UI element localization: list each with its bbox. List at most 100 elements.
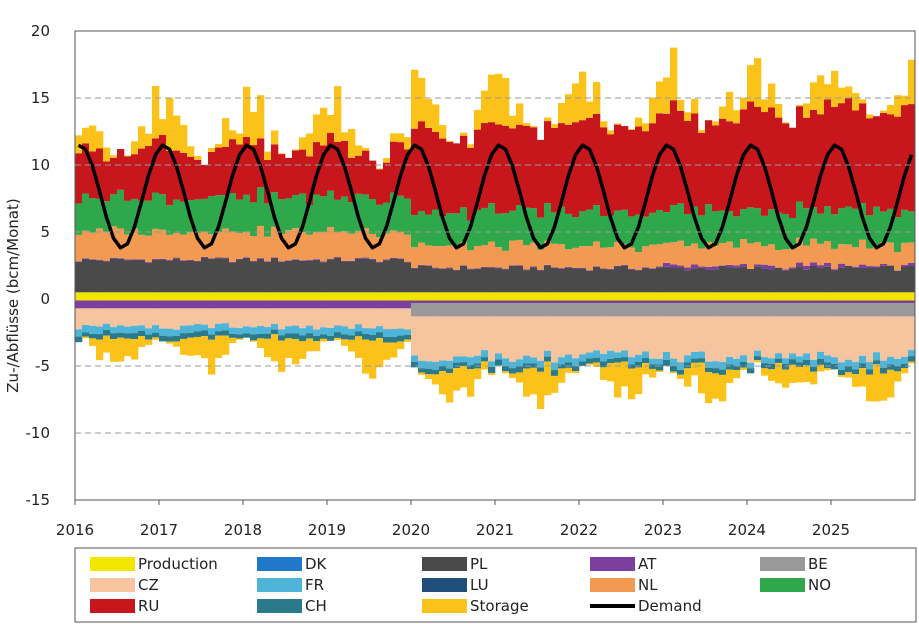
bar-production-inflow — [278, 292, 286, 299]
bar-ch-outflow — [845, 366, 853, 373]
legend-swatch-no — [760, 578, 805, 592]
bar-storage-outflow — [880, 373, 888, 401]
bar-no-inflow — [390, 192, 398, 231]
bar-storage-outflow — [656, 370, 664, 372]
bar-ru-inflow — [173, 150, 181, 200]
axes: 20 15 10 5 0 -5 -10 -15 2016 2017 2018 2019 2020 2021… — [4, 22, 916, 539]
bar-storage-outflow — [306, 338, 314, 352]
bar-pl-inflow — [845, 265, 853, 293]
bar-at-outflow — [649, 299, 657, 304]
bar-nl-inflow — [390, 230, 398, 258]
bar-storage-outflow — [320, 338, 328, 342]
bar-production-inflow — [271, 292, 279, 299]
bar-ru-inflow — [208, 151, 216, 197]
bar-cz-outflow — [222, 308, 230, 324]
bar-storage-inflow — [180, 124, 188, 153]
bar-fr-outflow — [537, 360, 545, 368]
bar-production-inflow — [789, 292, 797, 299]
bar-production-inflow — [803, 292, 811, 299]
bar-fr-outflow — [838, 362, 846, 371]
bar-cz-outflow — [887, 316, 895, 357]
bar-ru-inflow — [600, 127, 608, 216]
bar-storage-outflow — [789, 364, 797, 383]
bar-nl-inflow — [467, 250, 475, 269]
bar-nl-inflow — [586, 246, 594, 271]
bar-fr-outflow — [96, 326, 104, 335]
bar-cz-outflow — [124, 308, 132, 327]
bar-at-outflow — [124, 299, 132, 309]
bar-storage-inflow — [82, 127, 90, 144]
bar-storage-outflow — [558, 368, 566, 383]
bar-storage-outflow — [110, 339, 118, 362]
bar-ch-outflow — [705, 367, 713, 373]
x-tick-label: 2023 — [644, 521, 682, 539]
bar-at-inflow — [908, 262, 916, 267]
bar-at-outflow — [495, 299, 503, 304]
bar-cz-outflow — [425, 316, 433, 362]
bar-storage-outflow — [509, 373, 517, 379]
bar-ru-inflow — [852, 110, 860, 209]
bar-at-inflow — [166, 259, 174, 261]
bar-production-inflow — [838, 292, 846, 299]
bar-no-inflow — [110, 194, 118, 227]
bar-pl-inflow — [782, 270, 790, 293]
bar-storage-inflow — [502, 78, 510, 126]
bar-at-inflow — [558, 268, 566, 269]
bar-ru-inflow — [642, 131, 650, 217]
bar-be-outflow — [859, 303, 867, 317]
bar-at-outflow — [355, 299, 363, 309]
bar-ru-inflow — [397, 142, 405, 196]
bar-storage-inflow — [719, 106, 727, 119]
bar-production-inflow — [348, 292, 356, 299]
bar-at-outflow — [369, 299, 377, 309]
bar-production-inflow — [495, 292, 503, 299]
bar-cz-outflow — [880, 316, 888, 361]
bar-storage-outflow — [719, 374, 727, 402]
bar-at-inflow — [453, 269, 461, 271]
bar-at-inflow — [733, 265, 741, 268]
bar-nl-inflow — [411, 247, 419, 268]
bar-storage-outflow — [824, 368, 832, 371]
bar-ru-inflow — [222, 146, 230, 195]
bar-storage-outflow — [572, 371, 580, 374]
bar-production-inflow — [852, 292, 860, 299]
bar-storage-outflow — [908, 361, 916, 364]
bar-cz-outflow — [89, 308, 97, 326]
bar-at-outflow — [873, 299, 881, 304]
bar-pl-inflow — [306, 260, 314, 293]
bar-no-inflow — [299, 193, 307, 233]
bar-fr-outflow — [768, 358, 776, 364]
bar-at-outflow — [586, 299, 594, 304]
bar-at-outflow — [96, 299, 104, 309]
bar-nl-inflow — [558, 244, 566, 269]
bar-storage-inflow — [166, 97, 174, 152]
bar-cz-outflow — [705, 316, 713, 362]
bar-nl-inflow — [866, 248, 874, 267]
bar-no-inflow — [824, 206, 832, 241]
bar-ru-inflow — [726, 121, 734, 212]
bar-storage-inflow — [320, 107, 328, 146]
bar-pl-inflow — [152, 259, 160, 293]
bar-pl-inflow — [89, 259, 97, 293]
bar-storage-inflow — [817, 75, 825, 115]
bar-pl-inflow — [908, 266, 916, 293]
bar-production-inflow — [453, 292, 461, 299]
bar-ch-outflow — [166, 336, 174, 342]
bar-at-outflow — [684, 299, 692, 304]
bar-nl-inflow — [159, 229, 167, 259]
bar-ch-outflow — [551, 370, 559, 376]
bar-at-outflow — [257, 299, 265, 309]
bar-cz-outflow — [313, 308, 321, 330]
bar-storage-inflow — [649, 97, 657, 124]
bar-at-inflow — [572, 267, 580, 269]
bar-ru-inflow — [873, 116, 881, 207]
bar-nl-inflow — [572, 247, 580, 268]
bar-pl-inflow — [404, 262, 412, 293]
bar-cz-outflow — [236, 308, 244, 329]
bar-at-outflow — [824, 299, 832, 304]
bar-pl-inflow — [775, 267, 783, 293]
bar-be-outflow — [565, 303, 573, 317]
bar-pl-inflow — [138, 260, 146, 293]
bar-pl-inflow — [418, 265, 426, 293]
bar-at-outflow — [110, 299, 118, 309]
